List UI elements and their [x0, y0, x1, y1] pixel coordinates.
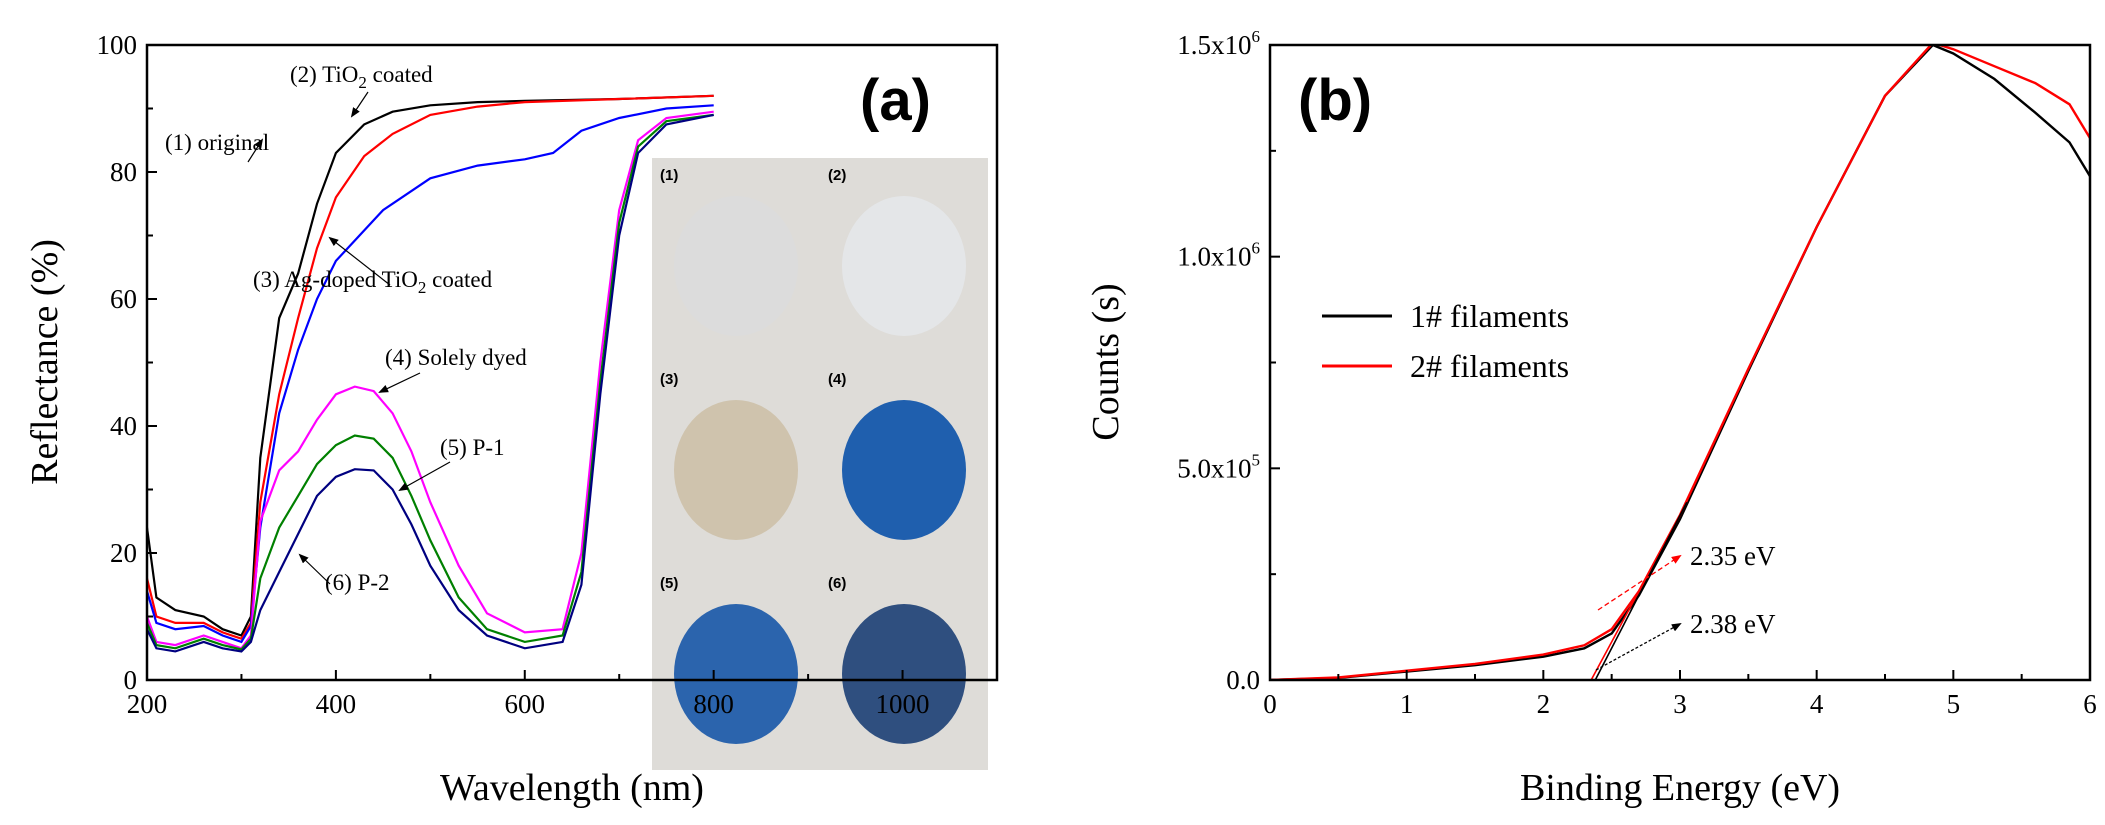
legend-b: 1# filaments 2# filaments: [1322, 298, 1569, 384]
y-tick-label-a: 0: [124, 665, 138, 695]
inset-label: (4): [828, 371, 846, 388]
x-tick-label-b: 4: [1810, 689, 1824, 719]
fiber-sample-blob: [842, 196, 966, 336]
panel-label-a: (a): [860, 68, 931, 133]
series-annotation: (6) P-2: [325, 570, 390, 595]
series-annotation: (3) Ag-doped TiO2 coated: [253, 267, 493, 297]
y-tick-label-a: 100: [97, 30, 138, 60]
inset-label: (2): [828, 167, 846, 184]
panel-label-b: (b): [1298, 68, 1372, 133]
annotation-arrow: [378, 372, 421, 393]
y-axis-label-b: Counts (s): [1085, 283, 1127, 440]
y-tick-label-b: 1.0x106: [1177, 239, 1260, 272]
y-tick-label-b: 5.0x105: [1177, 450, 1260, 483]
fiber-sample-blob: [674, 604, 798, 744]
legend-label: 1# filaments: [1410, 298, 1569, 334]
series-line-2: [147, 94, 714, 641]
fiber-sample-blob: [842, 400, 966, 540]
onset-tangent-line: [1594, 501, 1688, 680]
y-tick-label-a: 60: [110, 284, 137, 314]
annotation-arrow: [350, 91, 369, 118]
onset-energy-label: 2.35 eV: [1690, 541, 1776, 571]
annotation-arrow: [247, 138, 264, 163]
x-tick-label-b: 6: [2083, 689, 2097, 719]
onset-arrow: [1595, 623, 1682, 671]
x-tick-label-a: 1000: [876, 689, 930, 719]
annotation-arrow: [398, 461, 451, 491]
y-tick-label-b: 0.0: [1226, 665, 1260, 695]
series-annotation: (4) Solely dyed: [385, 345, 527, 370]
series-line-3: [147, 104, 714, 644]
fiber-sample-blob: [842, 604, 966, 744]
series-line-6: [147, 113, 714, 653]
x-axis-label-b: Binding Energy (eV): [1520, 767, 1840, 809]
x-tick-label-b: 0: [1263, 689, 1277, 719]
series-line-5: [147, 113, 714, 651]
x-axis-label-a: Wavelength (nm): [440, 767, 704, 809]
inset-photo-grid: (1) (2) (3) (4) (5) (6): [652, 158, 988, 770]
series-annotation: (2) TiO2 coated: [290, 62, 433, 92]
x-tick-label-b: 2: [1537, 689, 1551, 719]
fiber-sample-blob: [674, 400, 798, 540]
x-tick-label-a: 400: [316, 689, 357, 719]
y-tick-label-a: 40: [110, 411, 137, 441]
annotation-arrow: [298, 553, 331, 585]
series-annotation: (1) original: [165, 130, 269, 155]
annotation-arrow: [328, 236, 391, 286]
inset-label: (5): [660, 575, 678, 592]
y-tick-label-a: 20: [110, 538, 137, 568]
panel-a: (1) (2) (3) (4) (5) (6) 200 400 600 800 1000 0 20 40…: [24, 30, 999, 809]
y-tick-label-b: 1.5x106: [1177, 27, 1260, 60]
x-tick-label-a: 800: [693, 689, 734, 719]
x-tick-label-a: 200: [127, 689, 168, 719]
y-axis-label-a: Reflectance (%): [24, 239, 66, 485]
series-line-4: [147, 110, 714, 650]
fiber-sample-blob: [674, 196, 798, 336]
x-tick-label-a: 600: [505, 689, 546, 719]
x-tick-label-b: 1: [1400, 689, 1414, 719]
y-tick-label-a: 80: [110, 157, 137, 187]
onset-energy-label: 2.38 eV: [1690, 609, 1776, 639]
x-tick-label-b: 3: [1673, 689, 1687, 719]
plot-frame-b: [1268, 43, 2092, 682]
panel-b: 0 1 2 3 4 5 6 0.0 5.0x105 1.0x106 1.5x106 (b) Bind…: [1085, 27, 2097, 809]
legend-label: 2# filaments: [1410, 348, 1569, 384]
plot-frame-a: [145, 43, 999, 682]
series-line-1: [147, 94, 714, 637]
x-tick-label-b: 5: [1947, 689, 1961, 719]
inset-label: (6): [828, 575, 846, 592]
series-line-b-2: [1270, 45, 2090, 680]
onset-arrow: [1597, 554, 1682, 611]
series-annotation: (5) P-1: [440, 435, 505, 460]
series-line-b-1: [1270, 45, 2090, 680]
inset-label: (1): [660, 167, 678, 184]
inset-label: (3): [660, 371, 678, 388]
